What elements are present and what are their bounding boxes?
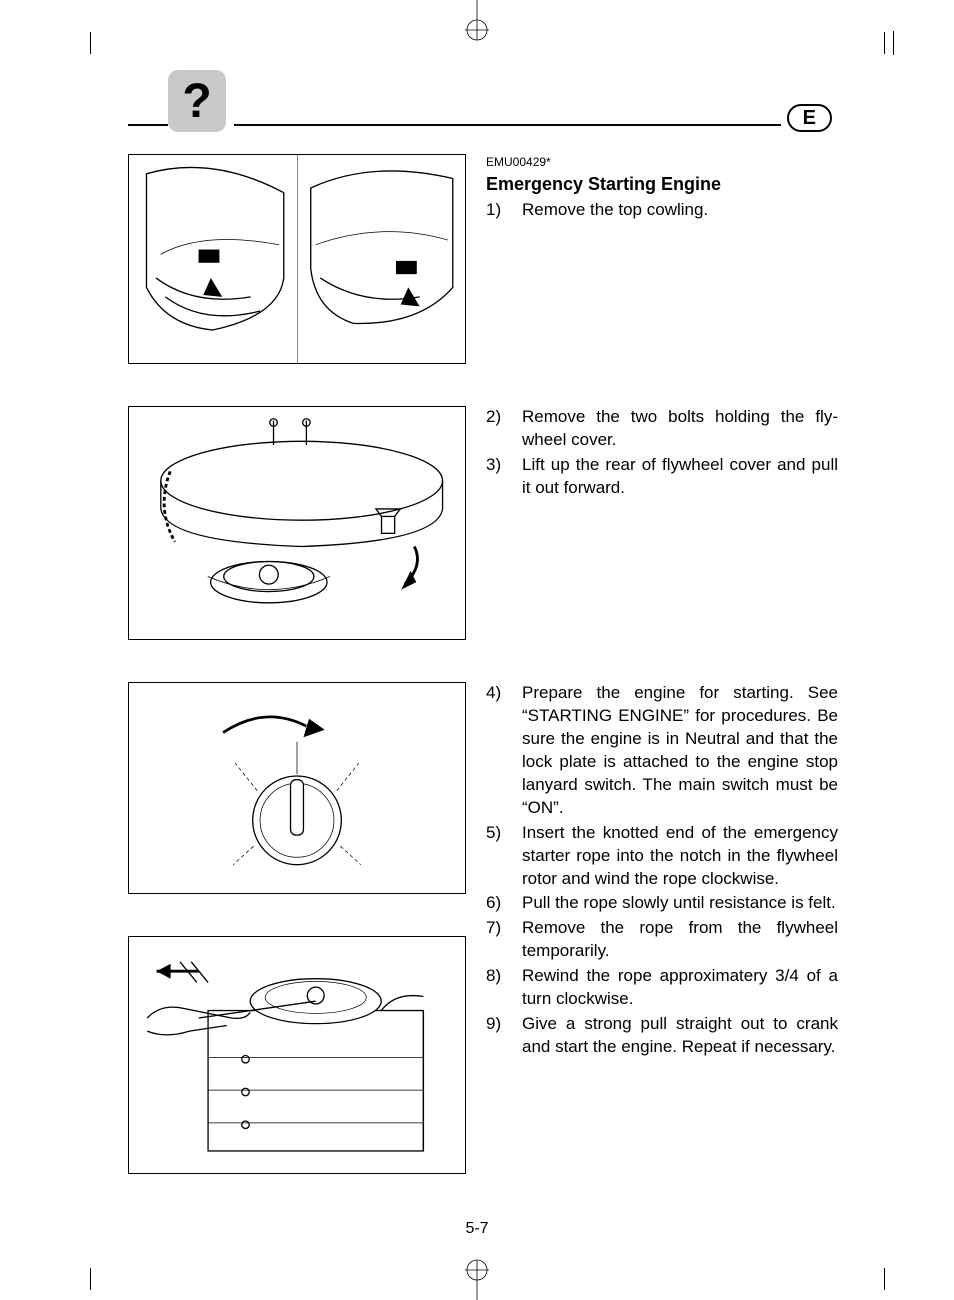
step-item: 7) Remove the rope from the flywheel tem… [486,917,838,963]
step-number: 9) [486,1013,508,1059]
step-item: 1) Remove the top cowling. [486,199,838,222]
step-number: 4) [486,682,508,820]
step-text: Pull the rope slowly until resistance is… [522,892,836,915]
step-item: 6) Pull the rope slowly until resistance… [486,892,838,915]
step-item: 5) Insert the knotted end of the emer­ge… [486,822,838,891]
figure-pull-rope [128,936,466,1174]
figure-cowling-removal [128,154,466,364]
language-label: E [803,107,816,129]
crop-mark [864,35,894,65]
help-icon: ? [168,70,226,132]
step-item: 9) Give a strong pull straight out to cr… [486,1013,838,1059]
registration-mark-top [459,0,495,44]
step-text: Insert the knotted end of the emer­gency… [522,822,838,891]
page-header: ? E [128,70,838,132]
step-text: Lift up the rear of flywheel cover and p… [522,454,838,500]
step-number: 5) [486,822,508,891]
step-number: 3) [486,454,508,500]
step-text: Remove the two bolts holding the fly­whe… [522,406,838,452]
step-item: 3) Lift up the rear of flywheel cover an… [486,454,838,500]
registration-mark-bottom [459,1256,495,1300]
text-column: EMU00429* Emergency Starting Engine 1) R… [486,154,838,1174]
header-rule [234,124,781,126]
step-number: 8) [486,965,508,1011]
help-icon-glyph: ? [182,74,211,129]
page-number: 5-7 [0,1220,954,1238]
manual-page: ? E [128,70,838,1174]
figure-column [128,154,466,1174]
step-text: Rewind the rope approximatery 3/4 of a t… [522,965,838,1011]
step-number: 6) [486,892,508,915]
step-text: Give a strong pull straight out to crank… [522,1013,838,1059]
step-number: 7) [486,917,508,963]
header-rule-lead [128,124,168,126]
step-number: 2) [486,406,508,452]
document-code: EMU00429* [486,154,838,170]
step-item: 8) Rewind the rope approximatery 3/4 of … [486,965,838,1011]
step-item: 2) Remove the two bolts holding the fly­… [486,406,838,452]
step-number: 1) [486,199,508,222]
step-text: Remove the rope from the flywheel tempor… [522,917,838,963]
figure-flywheel-cover [128,406,466,640]
step-text: Remove the top cowling. [522,199,708,222]
language-badge: E [787,104,832,132]
section-title: Emergency Starting Engine [486,172,838,196]
step-item: 4) Prepare the engine for starting. See … [486,682,838,820]
step-text: Prepare the engine for starting. See “ST… [522,682,838,820]
figure-rotate-clockwise [128,682,466,894]
